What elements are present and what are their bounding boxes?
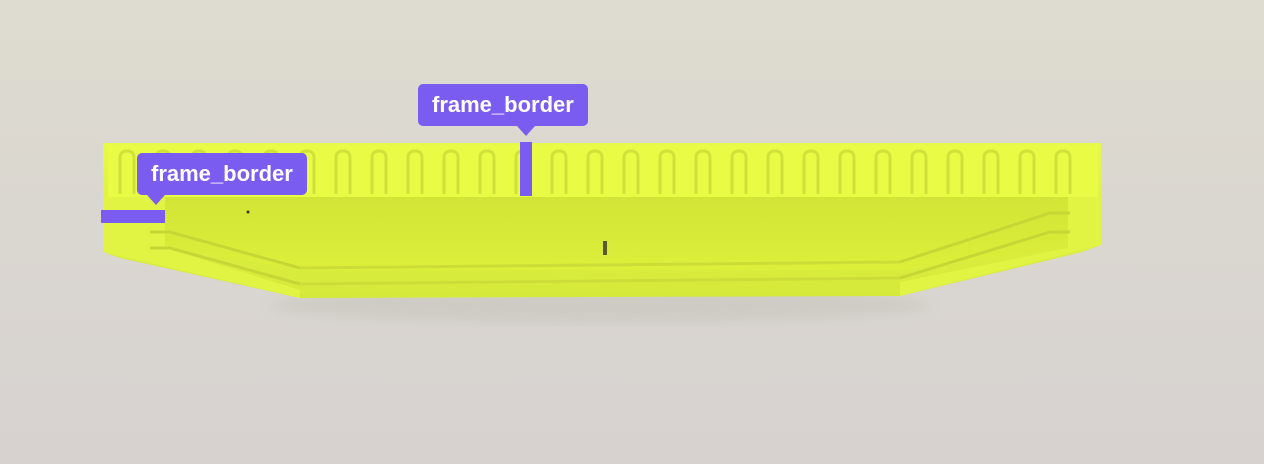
rib <box>118 149 136 194</box>
rib <box>622 149 640 194</box>
rib <box>478 149 496 194</box>
rib <box>658 149 676 194</box>
label-pointer-icon <box>147 195 165 205</box>
rib <box>370 149 388 194</box>
label-pointer-icon <box>517 126 535 136</box>
rib <box>874 149 892 194</box>
rib <box>586 149 604 194</box>
rib <box>334 149 352 194</box>
rib <box>1018 149 1036 194</box>
frame-border-marker-left <box>101 210 165 223</box>
rib <box>946 149 964 194</box>
rib <box>550 149 568 194</box>
rib <box>766 149 784 194</box>
rib <box>406 149 424 194</box>
surface-mark <box>603 241 607 255</box>
rib <box>982 149 1000 194</box>
frame-border-marker-top <box>520 142 532 196</box>
frame-border-label-top: frame_border <box>418 84 588 136</box>
rib <box>802 149 820 194</box>
rib <box>838 149 856 194</box>
surface-dot <box>246 210 250 214</box>
rib <box>910 149 928 194</box>
frame-border-label-text: frame_border <box>432 92 574 117</box>
rib <box>730 149 748 194</box>
rib <box>442 149 460 194</box>
frame-border-label-text: frame_border <box>151 161 293 186</box>
frame-border-label-left: frame_border <box>137 153 307 205</box>
rib <box>694 149 712 194</box>
rib <box>1054 149 1072 194</box>
